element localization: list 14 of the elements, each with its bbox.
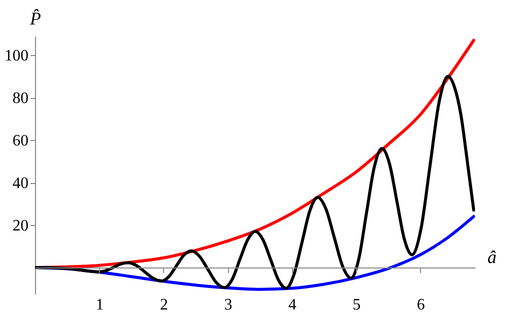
x-axis-title: â (488, 246, 496, 267)
x-tick-label: 4 (288, 296, 296, 314)
y-axis-title: P̂ (29, 8, 41, 28)
y-tick-label: 60 (12, 132, 28, 150)
x-tick-label: 5 (352, 296, 361, 314)
x-tick-label: 3 (224, 296, 232, 314)
y-tick-label: 40 (12, 175, 28, 192)
y-tick-label: 80 (12, 90, 28, 108)
y-tick-label: 100 (4, 48, 28, 65)
y-tick-label: 20 (12, 217, 28, 234)
line-series (35, 74, 475, 290)
x-tick-label: 1 (96, 296, 104, 314)
x-tick-label: 6 (416, 296, 425, 314)
x-tick-label: 2 (160, 296, 168, 314)
